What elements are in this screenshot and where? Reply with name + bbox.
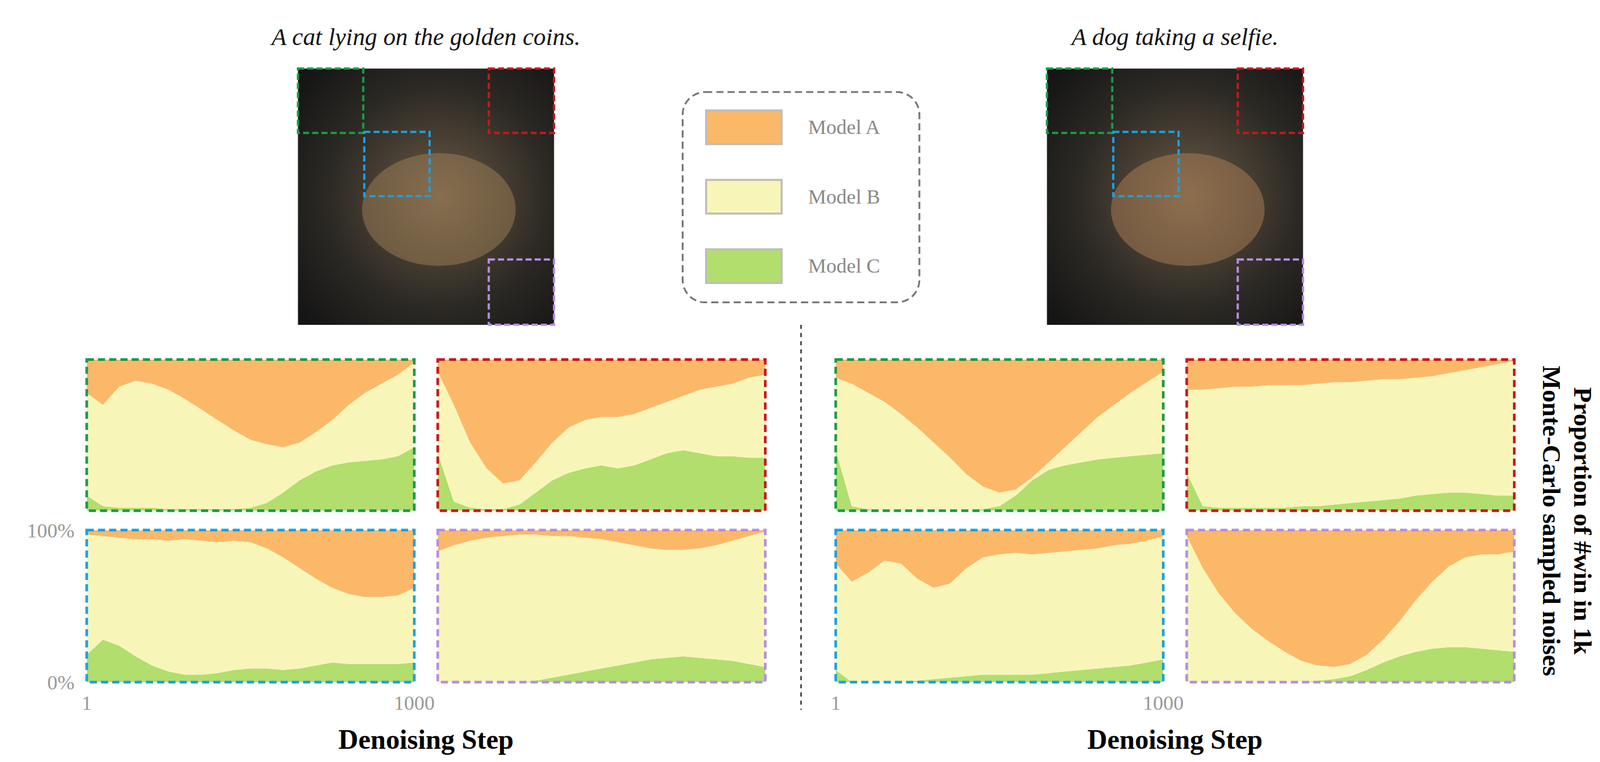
area (437, 359, 766, 484)
panel-frame (836, 359, 1164, 511)
y-tick-label: 0% (47, 670, 75, 694)
legend-swatch (706, 249, 782, 283)
region-box (1113, 132, 1179, 197)
areas (437, 529, 766, 682)
x-tick-label: 1000 (393, 691, 435, 714)
legend-label: Model C (808, 254, 881, 277)
panel-frame (1186, 359, 1515, 511)
plot-background (87, 529, 415, 682)
areas (1186, 529, 1515, 682)
area (87, 359, 415, 448)
y-axis-title-group: Proportion of #win in 1kMonte-Carlo samp… (1537, 365, 1598, 676)
panel-frame (437, 359, 766, 511)
area (836, 529, 1164, 588)
panel (437, 359, 766, 511)
areas (1186, 359, 1515, 511)
plot-background (437, 359, 766, 511)
panel-frame (87, 529, 415, 682)
areas (87, 359, 415, 511)
image-background (297, 68, 554, 325)
region-box (488, 259, 554, 325)
plot-background (836, 529, 1164, 682)
area (437, 531, 766, 682)
legend-frame (682, 91, 919, 302)
area (437, 529, 766, 551)
legend-swatch (706, 110, 782, 145)
panel (1186, 529, 1515, 682)
areas (437, 359, 766, 511)
area (87, 529, 415, 597)
legend-label: Model A (808, 115, 881, 139)
panel-frame (87, 359, 415, 511)
legend: Model A Model B Model C (682, 91, 919, 302)
figure: A cat lying on the golden coins. A dog ta… (0, 0, 1600, 762)
plot-background (437, 529, 766, 682)
x-tick-label: 1 (81, 691, 92, 714)
area (836, 359, 1164, 493)
panel-frame (1186, 529, 1515, 682)
areas (87, 529, 415, 682)
plot-background (87, 359, 415, 511)
legend-label: Model B (808, 185, 881, 208)
y-tick-label: 100% (27, 519, 75, 542)
panel (437, 529, 766, 682)
caption: A dog taking a selfie. (1069, 23, 1279, 51)
image-background (1046, 68, 1303, 325)
region-box (1046, 68, 1113, 133)
panel-frame (836, 529, 1164, 682)
region-box (1237, 259, 1303, 325)
panel (1186, 359, 1515, 511)
divider (800, 324, 802, 710)
panel (87, 529, 415, 682)
x-axis-title: Denoising Step (338, 723, 514, 755)
x-axis-title: Denoising Step (1087, 723, 1263, 755)
plot-background (1186, 529, 1515, 682)
panel-frame (437, 529, 766, 682)
image-subject (1110, 153, 1265, 266)
region-box (297, 68, 364, 133)
image-placeholder (1046, 68, 1303, 325)
x-tick-label: 1000 (1142, 691, 1184, 714)
panel (836, 529, 1164, 682)
plot-background (1186, 359, 1515, 511)
y-axis-title-line: Monte-Carlo sampled noises (1537, 365, 1566, 676)
region-box (1237, 68, 1303, 133)
region-box (488, 68, 554, 133)
panel (836, 359, 1164, 511)
image-placeholder (297, 68, 554, 325)
area (1186, 359, 1515, 390)
caption: A cat lying on the golden coins. (269, 23, 581, 51)
region-box (364, 132, 430, 197)
image-subject (361, 153, 516, 266)
area (1186, 529, 1515, 667)
panel (87, 359, 415, 511)
areas (836, 359, 1164, 511)
y-axis-title-line: Proportion of #win in 1k (1568, 387, 1597, 655)
y-axis-title: Proportion of #win in 1kMonte-Carlo samp… (1537, 365, 1598, 676)
plot-background (836, 359, 1164, 511)
areas (836, 529, 1164, 682)
legend-swatch (706, 180, 782, 214)
x-tick-label: 1 (830, 691, 841, 714)
